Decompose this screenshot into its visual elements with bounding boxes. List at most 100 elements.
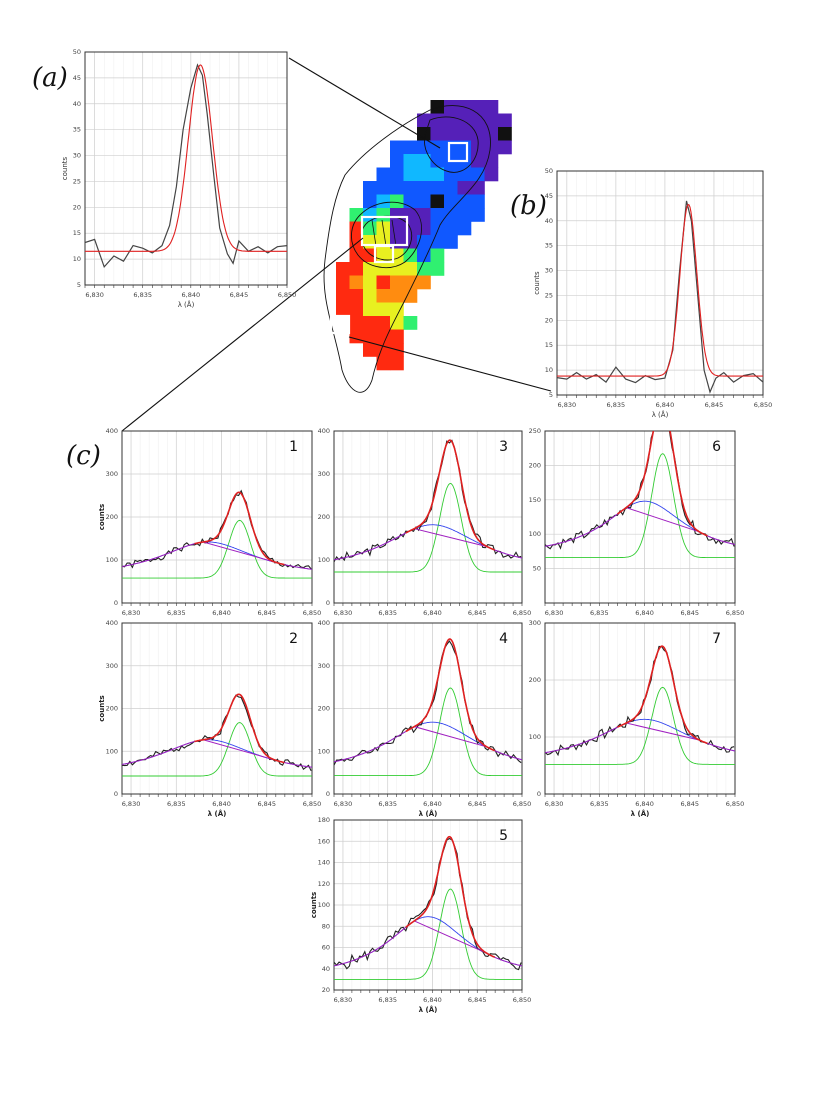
x-tick-label: 6,845 — [257, 609, 276, 617]
chart-a: 6,830 6,835 6,840 6,845 6,850 5 10 15 20 25 30 35 40… — [61, 48, 296, 309]
panel-label-a: (a) — [32, 63, 68, 93]
map-spaxel — [430, 167, 445, 182]
x-tick-label: 6,845 — [468, 996, 487, 1004]
y-tick-label: 100 — [106, 556, 118, 564]
total-fit-line — [557, 203, 763, 377]
chart-c6: 6,830 6,835 6,840 6,845 6,850 50 100 150 200 250 6 — [529, 427, 745, 617]
map-spaxel — [349, 262, 364, 276]
map-marker-a — [447, 141, 469, 163]
x-tick-label: 6,850 — [513, 800, 532, 808]
y-tick-label: 0 — [114, 599, 118, 607]
chart-c7: 6,830 6,835 6,840 6,845 6,850 0 100 200 300 λ (Å)… — [529, 619, 745, 818]
plot-frame — [121, 622, 313, 795]
y-tick-label: 100 — [318, 901, 330, 909]
x-tick-label: 6,850 — [513, 996, 532, 1004]
y-tick-label: 0 — [537, 790, 541, 798]
y-tick-label: 100 — [529, 530, 541, 538]
x-tick-label: 6,850 — [303, 800, 322, 808]
y-tick-label: 40 — [73, 100, 81, 108]
map-spaxel — [444, 167, 458, 182]
map-spaxel — [430, 248, 445, 263]
map-spaxel — [471, 181, 485, 195]
map-spaxel — [444, 113, 458, 128]
x-tick-label: 6,840 — [423, 996, 442, 1004]
map-spaxel — [417, 248, 431, 263]
y-tick-label: 30 — [73, 152, 81, 160]
chart-b: 6,830 6,835 6,840 6,845 6,850 5 10 15 20 25 30 35 40… — [533, 167, 772, 419]
panel-number: 6 — [712, 439, 721, 455]
x-axis-label: λ (Å) — [419, 809, 438, 818]
y-tick-label: 0 — [326, 599, 330, 607]
map-spaxel — [457, 127, 472, 141]
y-tick-label: 200 — [318, 705, 330, 713]
plot-lines — [122, 693, 312, 777]
connector-line — [348, 336, 552, 392]
map-spaxel — [444, 194, 458, 209]
x-tick-label: 6,830 — [545, 609, 564, 617]
narrow-component-line — [334, 483, 522, 573]
map-spaxel — [336, 289, 350, 303]
y-tick-label: 35 — [73, 126, 81, 134]
map-spaxel — [363, 329, 377, 344]
map-spaxel — [403, 316, 418, 330]
map-spaxel — [430, 221, 445, 236]
map-contour — [351, 201, 422, 269]
y-axis-label: counts — [310, 892, 318, 918]
map-spaxel — [376, 208, 391, 222]
map-spaxel — [484, 127, 499, 141]
x-tick-label: 6,835 — [133, 291, 152, 299]
map-spaxel — [403, 194, 418, 209]
y-tick-label: 400 — [106, 619, 118, 627]
map-spaxel — [390, 316, 404, 330]
map-spaxel — [417, 262, 431, 276]
narrow-component-line — [334, 687, 522, 777]
chart-c4: 6,830 6,835 6,840 6,845 6,850 0 100 200 300 400 λ … — [318, 619, 532, 818]
map-spaxel — [363, 221, 377, 236]
x-tick-label: 6,830 — [558, 401, 577, 409]
map-spaxel — [471, 154, 485, 168]
map-spaxel — [471, 100, 485, 114]
y-tick-label: 100 — [106, 747, 118, 755]
plot-lines — [334, 638, 522, 777]
y-axis-label: counts — [533, 271, 541, 295]
map-spaxel — [417, 221, 431, 236]
total-fit-line — [405, 638, 495, 752]
x-tick-label: 6,840 — [182, 291, 201, 299]
combined-wing-line — [334, 920, 522, 967]
observed-spectrum-line — [122, 489, 312, 570]
plot-frame — [121, 430, 313, 604]
y-tick-label: 10 — [73, 255, 81, 263]
map-spaxel — [484, 100, 499, 114]
connector-lines — [121, 57, 552, 432]
y-axis-label: counts — [61, 156, 69, 180]
y-tick-label: 200 — [529, 676, 541, 684]
x-axis-label: λ (Å) — [208, 809, 227, 818]
map-spaxel — [390, 275, 404, 290]
plot-lines — [545, 431, 735, 559]
map-contour-tick — [371, 219, 377, 247]
x-tick-label: 6,845 — [680, 609, 699, 617]
observed-spectrum-line — [334, 439, 522, 563]
map-spaxel — [376, 194, 391, 209]
x-tick-label: 6,845 — [468, 800, 487, 808]
map-spaxel — [390, 302, 404, 317]
narrow-component-line — [334, 888, 522, 980]
map-spaxel — [403, 289, 418, 303]
map-spaxel — [349, 275, 364, 290]
y-tick-label: 400 — [106, 427, 118, 435]
map-spaxel — [390, 329, 404, 344]
total-fit-line — [85, 64, 287, 252]
panel-number: 7 — [712, 631, 721, 647]
map-spaxel — [430, 208, 445, 222]
map-spaxel — [349, 316, 364, 330]
panel-number: 3 — [499, 439, 508, 455]
map-spaxel — [376, 275, 391, 290]
combined-wing-line — [334, 726, 522, 763]
plot-lines — [85, 63, 287, 269]
map-spaxel — [376, 329, 391, 344]
narrow-component-line — [122, 519, 312, 579]
x-tick-label: 6,850 — [726, 609, 745, 617]
map-spaxel — [430, 140, 445, 155]
x-tick-label: 6,845 — [257, 800, 276, 808]
chart-c1: 6,830 6,835 6,840 6,845 6,850 0 100 200 300 400 co… — [98, 427, 321, 617]
